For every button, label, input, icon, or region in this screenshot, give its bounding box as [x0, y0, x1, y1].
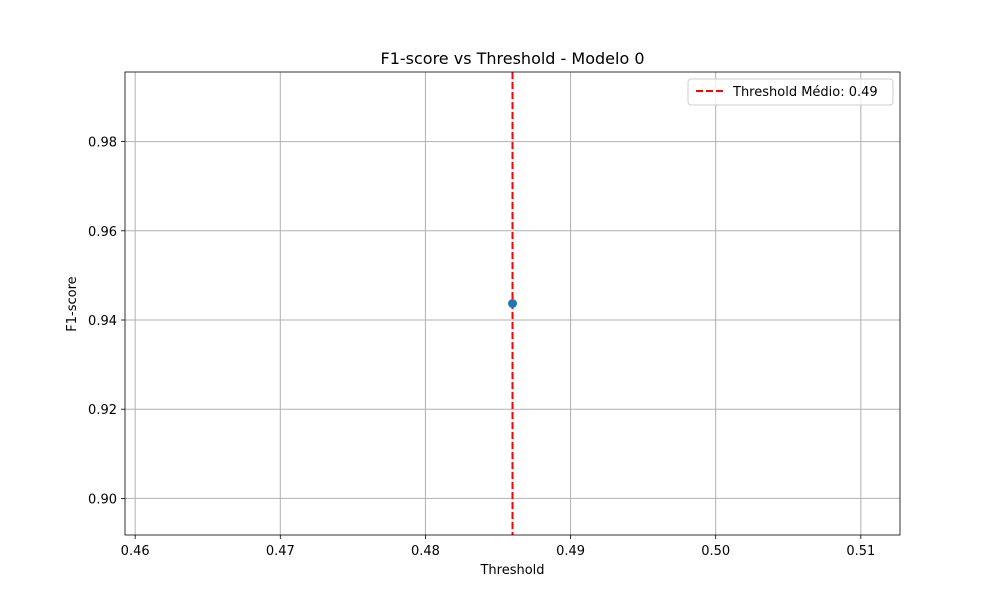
chart-title: F1-score vs Threshold - Modelo 0 [380, 49, 644, 68]
legend-entry-threshold: Threshold Médio: 0.49 [732, 85, 878, 100]
x-axis-label: Threshold [479, 563, 544, 578]
legend-box [687, 78, 894, 106]
y-tick-label: 0.98 [88, 136, 117, 151]
grid [125, 72, 900, 535]
y-axis-ticks: 0.90 0.92 0.94 0.96 0.98 [88, 136, 125, 507]
x-tick-label: 0.51 [846, 544, 875, 559]
x-tick-label: 0.49 [556, 544, 585, 559]
legend: Threshold Médio: 0.49 [687, 78, 894, 106]
y-tick-label: 0.96 [88, 225, 117, 240]
plot-frame [124, 71, 901, 536]
data-points [508, 299, 517, 308]
x-tick-label: 0.46 [121, 544, 150, 559]
y-tick-label: 0.94 [88, 314, 117, 329]
x-tick-label: 0.48 [411, 544, 440, 559]
x-tick-label: 0.50 [701, 544, 730, 559]
y-axis-label: F1-score [65, 276, 80, 331]
y-tick-label: 0.92 [88, 403, 117, 418]
x-tick-label: 0.47 [266, 544, 295, 559]
y-tick-label: 0.90 [88, 492, 117, 507]
x-axis-ticks: 0.46 0.47 0.48 0.49 0.50 0.51 [121, 535, 875, 559]
data-point [508, 299, 517, 308]
